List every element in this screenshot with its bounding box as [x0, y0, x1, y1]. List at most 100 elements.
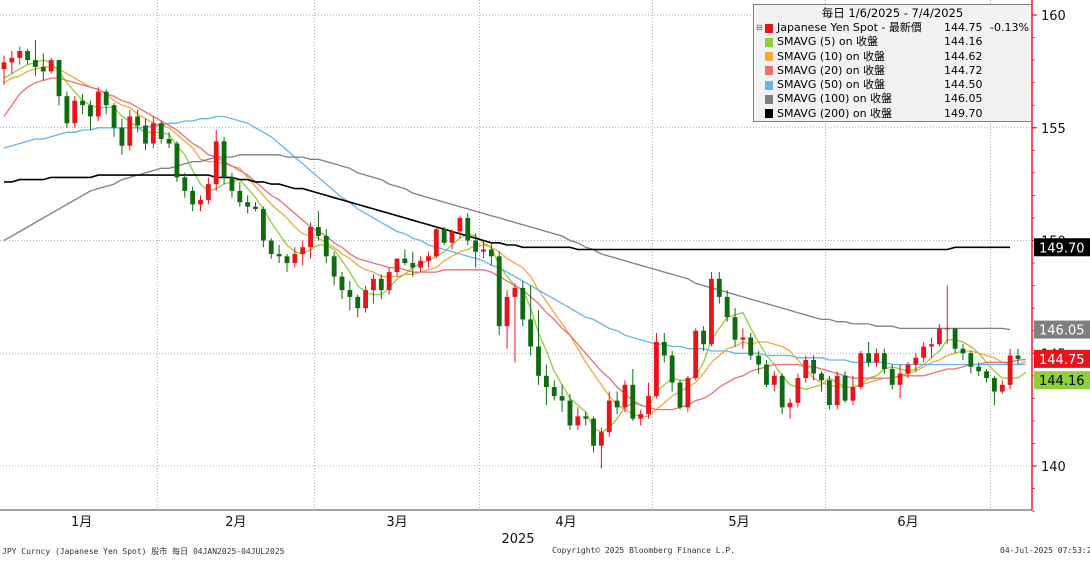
candle-body	[724, 296, 730, 318]
candle-body	[740, 337, 746, 340]
candle-body	[276, 254, 282, 257]
candle-body	[748, 337, 754, 356]
x-tick-label: 5月	[728, 515, 749, 530]
candle-body	[426, 256, 431, 261]
candle-body	[339, 276, 345, 291]
candle-body	[795, 378, 801, 403]
candle-body	[40, 66, 46, 72]
x-tick-label: 1月	[71, 515, 92, 530]
candle-body	[685, 378, 691, 408]
x-tick-label: 2月	[225, 515, 246, 530]
candle-body	[33, 60, 38, 67]
candle-body	[95, 91, 101, 117]
collapse-icon[interactable]: ⊟	[756, 23, 763, 32]
candle-body	[402, 258, 408, 264]
candle-body	[292, 254, 298, 264]
candle-body	[433, 229, 439, 257]
candle-body	[64, 96, 70, 124]
candle-body	[410, 263, 416, 268]
legend-swatch	[765, 52, 773, 62]
candle-body	[166, 139, 172, 144]
price-label-box	[1034, 349, 1090, 368]
candle-body	[630, 384, 636, 419]
ma-line	[3, 66, 1027, 418]
candle-body	[245, 202, 251, 207]
candle-body	[669, 355, 675, 383]
candle-body	[56, 60, 62, 97]
legend-title: 毎日 1/6/2025 - 7/4/2025	[821, 6, 964, 20]
candle-body	[496, 256, 502, 327]
legend-change-instrument: -0.13%	[990, 21, 1029, 34]
legend-value-instrument: 144.75	[944, 21, 983, 34]
candle-body	[858, 353, 864, 388]
candle-body	[378, 278, 384, 291]
candle-body	[323, 235, 329, 257]
candle-body	[394, 258, 400, 273]
candle-body	[567, 400, 573, 426]
candle-body	[850, 387, 856, 401]
candle-body	[528, 319, 534, 347]
ma-line	[3, 154, 1011, 331]
candle-body	[221, 141, 227, 178]
candle-body	[441, 229, 447, 243]
candle-body	[111, 105, 117, 128]
candle-body	[929, 344, 934, 347]
candle-body	[127, 116, 133, 146]
candle-body	[150, 123, 156, 144]
candle-body	[984, 371, 989, 379]
candle-body	[968, 353, 974, 367]
legend-swatch	[765, 80, 773, 90]
candle-body	[575, 416, 581, 426]
price-label: 144.16	[1039, 374, 1085, 389]
candle-body	[371, 278, 376, 291]
price-label-box	[1034, 238, 1090, 257]
candle-body	[488, 249, 494, 257]
legend-label: SMAVG (10) on 收盤	[777, 49, 886, 63]
candle-body	[921, 346, 927, 358]
candle-body	[536, 346, 541, 376]
legend-swatch	[765, 94, 773, 104]
legend-value: 144.72	[944, 63, 983, 77]
candle-body	[874, 353, 879, 363]
candle-body	[999, 384, 1005, 392]
candle-body	[190, 190, 196, 205]
candle-body	[174, 143, 180, 178]
candle-body	[551, 387, 557, 397]
legend-item-series: SMAVG (10) on 收盤 144.62	[754, 50, 1031, 64]
footer-center: Copyright© 2025 Bloomberg Finance L.P.	[552, 546, 736, 555]
candle-body	[583, 416, 589, 419]
y-tick-label: 155	[1041, 122, 1066, 137]
price-label: 149.70	[1039, 241, 1085, 256]
candle-body	[260, 208, 266, 241]
legend-swatch-instrument	[765, 23, 773, 33]
candle-body	[913, 357, 919, 365]
legend-value: 144.50	[944, 78, 983, 92]
candle-body	[88, 105, 93, 117]
legend-item-series: SMAVG (100) on 收盤 146.05	[754, 92, 1031, 106]
legend-value: 146.05	[944, 92, 983, 106]
candle-body	[889, 369, 895, 385]
legend-label: SMAVG (20) on 收盤	[777, 63, 886, 77]
candle-body	[693, 330, 699, 379]
candle-body	[897, 373, 903, 385]
legend-value: 149.70	[944, 106, 983, 120]
ma-line	[4, 174, 1011, 251]
candle-body	[1007, 355, 1013, 385]
candle-body	[205, 184, 211, 200]
legend-item-series: SMAVG (5) on 收盤 144.16	[754, 35, 1031, 49]
legend-swatch	[765, 37, 773, 47]
candle-body	[771, 375, 777, 385]
candle-body	[905, 364, 911, 374]
candle-body	[764, 364, 769, 385]
candle-body	[253, 206, 258, 209]
candles	[1, 39, 1021, 469]
candle-body	[386, 272, 392, 291]
candle-body	[363, 290, 368, 309]
candle-body	[952, 328, 958, 349]
candle-body	[80, 100, 86, 106]
candle-body	[559, 396, 565, 401]
axes: 1月2月3月4月5月6月2025160155150145140149.70146…	[0, 0, 1090, 547]
candle-body	[960, 348, 966, 354]
legend-label: SMAVG (5) on 收盤	[777, 35, 879, 49]
